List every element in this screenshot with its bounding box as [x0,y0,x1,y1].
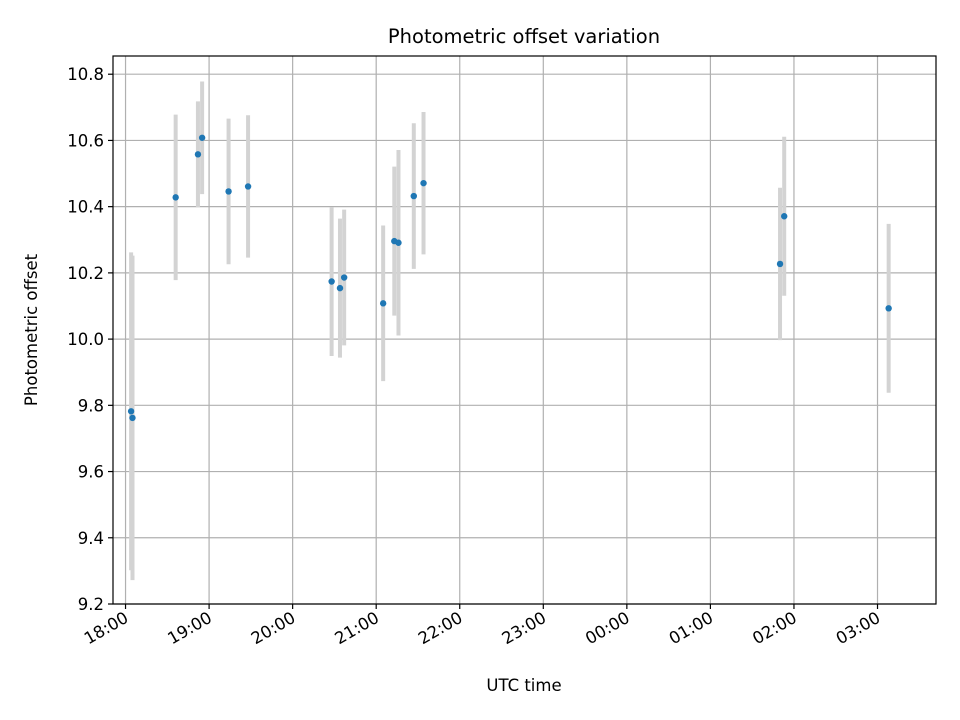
data-point [336,284,344,292]
data-point [328,278,335,285]
y-tick-label: 10.4 [67,198,104,217]
data-point [172,194,179,201]
y-tick-label: 10.8 [67,65,104,84]
chart-title: Photometric offset variation [388,25,660,48]
data-point [129,414,136,422]
data-point [781,213,788,220]
data-points [127,134,892,422]
data-point [340,274,348,281]
data-point [776,260,784,268]
data-point [420,179,427,187]
data-point [395,239,402,246]
x-axis-title: UTC time [486,676,561,695]
y-tick-label: 9.2 [78,595,104,614]
grid [113,56,936,605]
y-tick-label: 10.6 [67,131,104,150]
y-tick-label: 9.8 [78,396,104,415]
data-point [244,183,252,190]
plot-frame [112,55,937,605]
data-point [885,305,892,312]
data-point [127,408,135,415]
y-tick-label: 9.4 [78,529,104,548]
y-axis: 9.2 9.4 9.6 9.8 10.0 10.2 10.4 10.6 10.8 [67,65,113,614]
data-point [379,300,387,307]
y-tick-label: 10.0 [67,330,104,349]
data-point [410,192,417,200]
y-tick-label: 9.6 [78,463,104,482]
y-axis-title: Photometric offset [22,253,41,406]
data-point [198,134,206,141]
data-point [225,188,232,195]
data-point [194,151,202,158]
y-tick-label: 10.2 [67,264,104,283]
